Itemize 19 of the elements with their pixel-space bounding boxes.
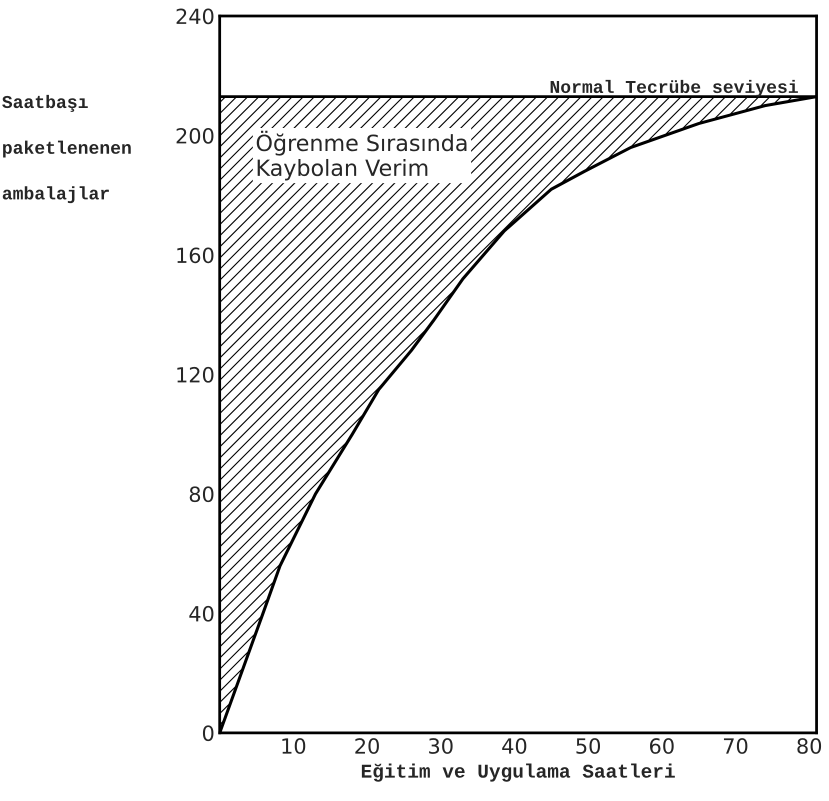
text: Saatbaşı paketlenenen ambalajlar — [2, 94, 131, 204]
y-tick-label: 80 — [190, 486, 214, 502]
x-tick-label: 40 — [502, 738, 526, 754]
x-axis-title: Eğitim ve Uygulama Saatleri — [362, 763, 675, 782]
x-tick-label: 60 — [650, 738, 674, 754]
y-tick-label: 120 — [177, 366, 214, 383]
x-tick-label: 50 — [576, 738, 600, 754]
y-tick-label: 160 — [177, 247, 214, 264]
x-tick-label: 20 — [355, 738, 379, 754]
y-tick-label: 0 — [202, 725, 214, 742]
x-tick-label: 80 — [797, 738, 822, 754]
ref-line-label: Normal Tecrübe seviyesi — [550, 80, 798, 97]
x-tick-label: 30 — [429, 738, 453, 754]
y-tick-label: 240 — [176, 8, 214, 24]
y-tick-label: 200 — [176, 128, 214, 144]
x-tick-label: 70 — [724, 738, 748, 754]
y-tick-label: 40 — [189, 606, 214, 622]
x-tick-label: 10 — [282, 738, 306, 754]
annotation: Öğrenme Sırasında Kaybolan Verim — [256, 130, 466, 180]
